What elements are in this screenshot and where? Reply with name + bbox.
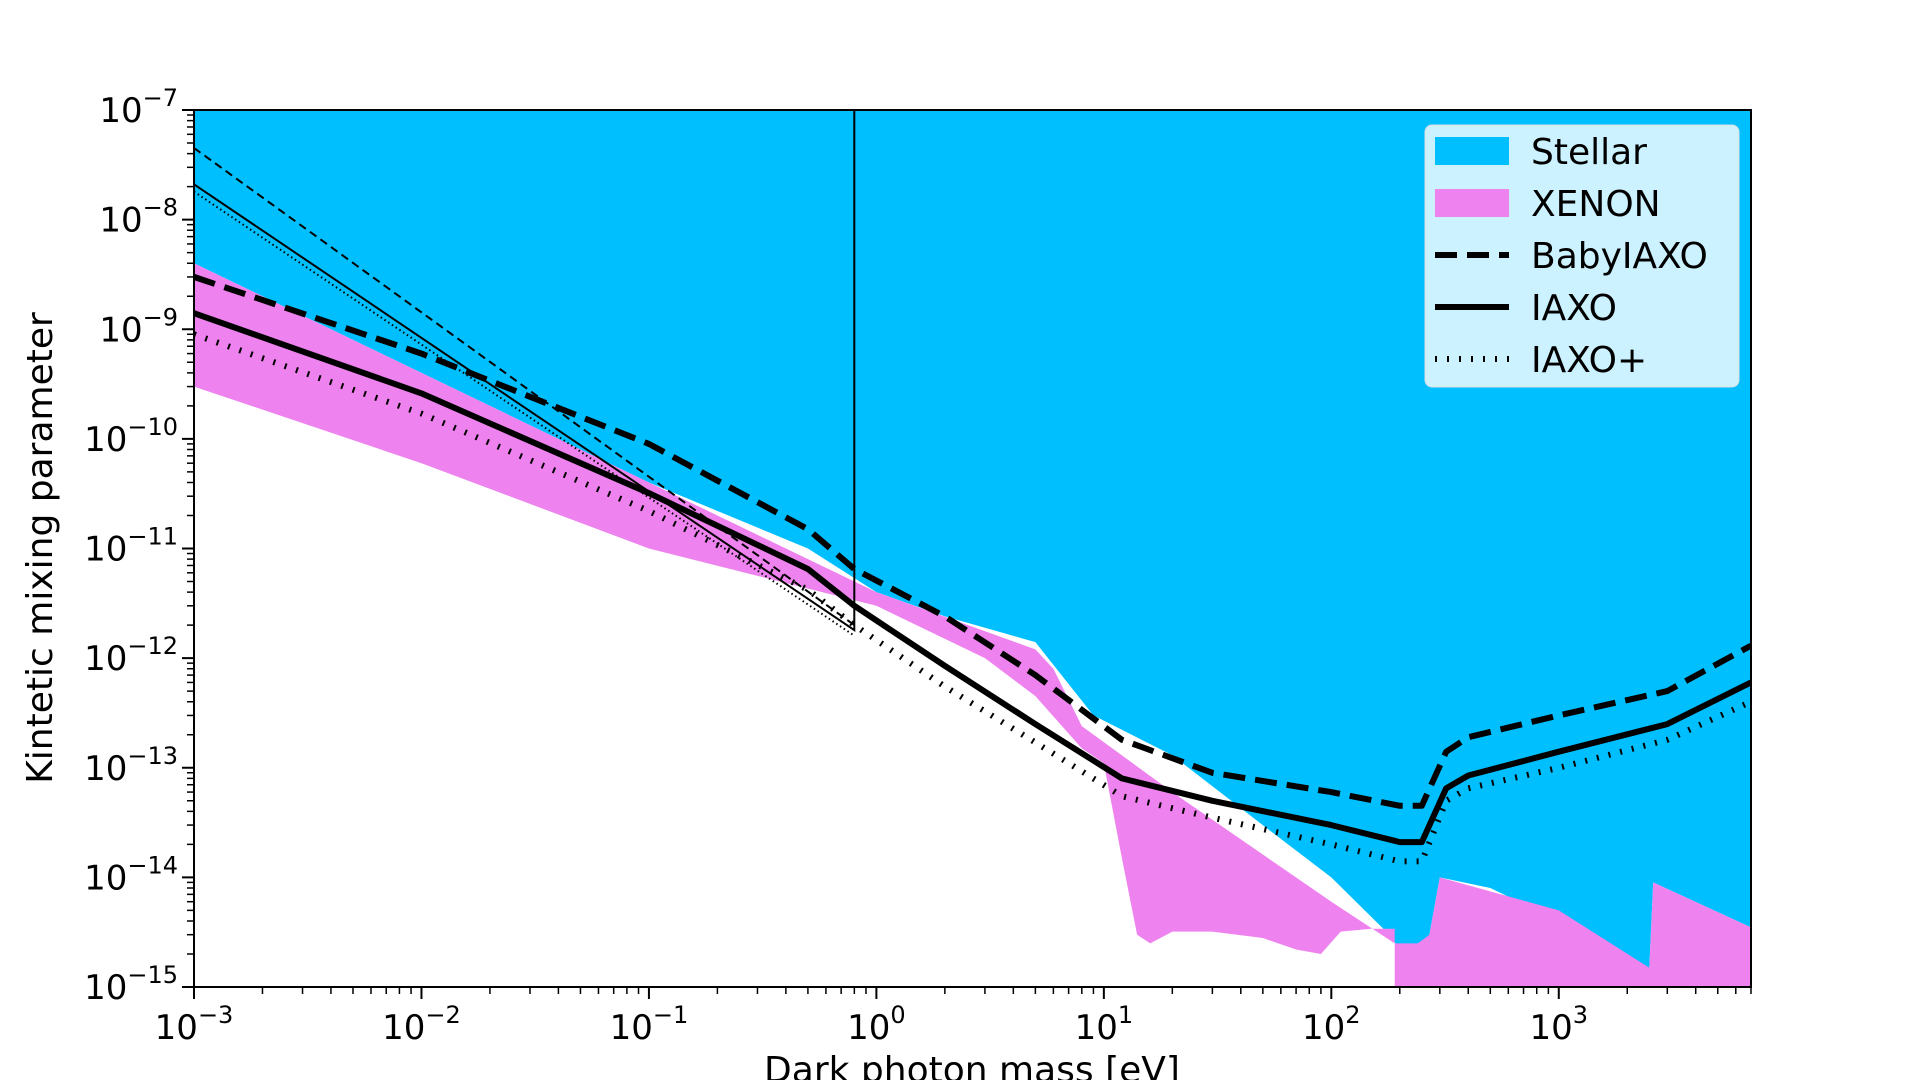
legend-swatch — [1435, 137, 1509, 165]
x-tick-label: 101 — [1075, 1001, 1134, 1048]
legend-swatch — [1435, 189, 1509, 217]
legend-label: XENON — [1531, 184, 1661, 225]
stellar-region — [194, 110, 1751, 979]
legend-label: BabyIAXO — [1531, 236, 1708, 277]
x-tick-label: 102 — [1302, 1001, 1361, 1048]
y-tick-label: 10−13 — [84, 742, 178, 789]
x-axis-label: Dark photon mass [eV] — [764, 1050, 1180, 1080]
y-tick-label: 10−10 — [84, 413, 178, 460]
legend: Stellar XENON BabyIAXO IAXO IAXO+ — [1424, 124, 1740, 388]
thin-curve-solid — [194, 110, 856, 632]
y-tick-label: 10−8 — [99, 194, 178, 241]
y-tick-label: 10−11 — [84, 523, 178, 570]
exclusion-regions — [194, 110, 1751, 987]
y-tick-label: 10−12 — [84, 632, 178, 679]
legend-label: IAXO+ — [1531, 340, 1647, 381]
y-axis-label: Kintetic mixing parameter — [20, 312, 61, 784]
y-tick-label: 10−15 — [84, 961, 178, 1008]
y-tick-label: 10−7 — [99, 84, 178, 131]
curve-iaxo — [194, 310, 1751, 846]
x-tick-label: 10−1 — [610, 1001, 689, 1048]
y-tick-label: 10−14 — [84, 851, 178, 898]
axis-ticks — [182, 109, 1752, 999]
x-tick-label: 100 — [847, 1001, 906, 1048]
legend-label: IAXO — [1531, 288, 1617, 329]
legend-label: Stellar — [1531, 132, 1647, 173]
x-tick-label: 103 — [1529, 1001, 1588, 1048]
x-tick-label: 10−2 — [382, 1001, 461, 1048]
thin-curve-dashed — [194, 147, 855, 626]
y-tick-label: 10−9 — [99, 303, 178, 350]
x-tick-label: 10−3 — [155, 1001, 234, 1048]
curve-babyiaxo — [194, 274, 1751, 809]
sensitivity-curves — [194, 110, 1751, 865]
